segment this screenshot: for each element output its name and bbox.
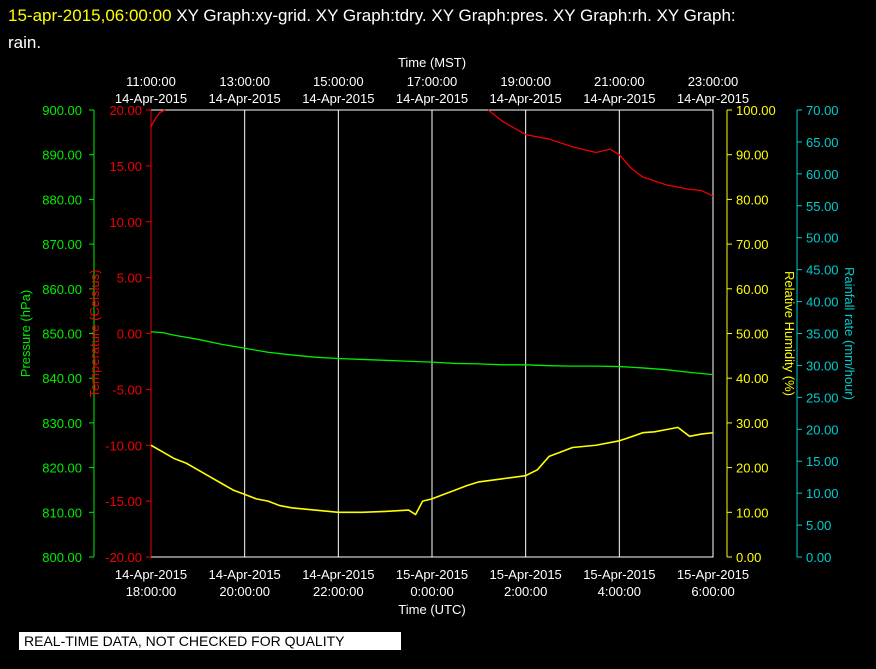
temperature-series-line	[150, 109, 714, 197]
temperature-tick-label: 15.00	[109, 159, 142, 174]
rainfall-tick-label: 5.00	[806, 518, 831, 533]
temperature-tick-label: 5.00	[117, 271, 142, 286]
x-bottom-tick-date: 14-Apr-2015	[115, 567, 187, 582]
x-top-tick-time: 21:00:00	[594, 74, 645, 89]
temperature-tick-label: -10.00	[105, 438, 142, 453]
temperature-tick-label: -20.00	[105, 550, 142, 565]
x-top-tick-time: 17:00:00	[407, 74, 458, 89]
humidity-series-line	[150, 426, 714, 516]
rainfall-tick-label: 25.00	[806, 390, 839, 405]
x-top-tick-time: 11:00:00	[126, 74, 176, 89]
rainfall-tick-label: 10.00	[806, 486, 839, 501]
x-bottom-tick-time: 22:00:00	[313, 584, 364, 599]
humidity-tick-label: 0.00	[736, 550, 761, 565]
x-top-tick-date: 14-Apr-2015	[583, 91, 655, 106]
pressure-tick-label: 900.00	[42, 103, 82, 118]
x-bottom-tick-time: 6:00:00	[691, 584, 734, 599]
x-top-tick-date: 14-Apr-2015	[396, 91, 468, 106]
pressure-tick-label: 860.00	[42, 282, 82, 297]
rainfall-axis-label: Rainfall rate (mm/hour)	[842, 267, 857, 400]
rainfall-tick-label: 40.00	[806, 295, 839, 310]
x-top-tick-date: 14-Apr-2015	[302, 91, 374, 106]
graph-titles-line2: rain.	[8, 33, 42, 52]
quality-warning: REAL-TIME DATA, NOT CHECKED FOR QUALITY	[19, 632, 401, 650]
pressure-tick-label: 810.00	[42, 505, 82, 520]
x-top-tick-time: 23:00:00	[688, 74, 739, 89]
x-top-tick-time: 13:00:00	[219, 74, 270, 89]
rainfall-tick-label: 60.00	[806, 167, 839, 182]
x-bottom-tick-time: 0:00:00	[410, 584, 453, 599]
x-top-tick-date: 14-Apr-2015	[677, 91, 749, 106]
rainfall-tick-label: 20.00	[806, 422, 839, 437]
humidity-tick-label: 20.00	[736, 461, 769, 476]
pressure-axis-label: Pressure (hPa)	[18, 290, 33, 377]
x-bottom-tick-date: 15-Apr-2015	[583, 567, 655, 582]
rainfall-tick-label: 35.00	[806, 327, 839, 342]
pressure-tick-label: 840.00	[42, 371, 82, 386]
pressure-tick-label: 850.00	[42, 327, 82, 342]
x-top-axis-label: Time (MST)	[398, 55, 466, 70]
temperature-tick-label: 20.00	[109, 103, 142, 118]
rainfall-tick-label: 55.00	[806, 199, 839, 214]
pressure-tick-label: 820.00	[42, 461, 82, 476]
x-top-tick-date: 14-Apr-2015	[115, 91, 187, 106]
x-top-tick-date: 14-Apr-2015	[209, 91, 281, 106]
humidity-tick-label: 40.00	[736, 371, 769, 386]
x-bottom-tick-date: 14-Apr-2015	[209, 567, 281, 582]
rainfall-tick-label: 30.00	[806, 358, 839, 373]
x-top-tick-time: 15:00:00	[313, 74, 364, 89]
x-top-tick-time: 19:00:00	[500, 74, 551, 89]
x-bottom-tick-date: 15-Apr-2015	[396, 567, 468, 582]
humidity-tick-label: 30.00	[736, 416, 769, 431]
x-bottom-tick-date: 15-Apr-2015	[490, 567, 562, 582]
humidity-tick-label: 80.00	[736, 192, 769, 207]
humidity-tick-label: 10.00	[736, 505, 769, 520]
pressure-series-line	[150, 331, 714, 376]
x-bottom-tick-time: 18:00:00	[126, 584, 177, 599]
temperature-tick-label: 10.00	[109, 215, 142, 230]
humidity-tick-label: 70.00	[736, 237, 769, 252]
rainfall-tick-label: 15.00	[806, 454, 839, 469]
temperature-axis-label: Temperature (Celsius)	[87, 270, 102, 398]
graph-header: 15-apr-2015,06:00:00 XY Graph:xy-grid. X…	[8, 2, 868, 56]
timestamp: 15-apr-2015,06:00:00	[8, 6, 172, 25]
rainfall-tick-label: 70.00	[806, 103, 839, 118]
x-bottom-tick-time: 20:00:00	[219, 584, 270, 599]
x-bottom-tick-time: 4:00:00	[598, 584, 641, 599]
pressure-tick-label: 830.00	[42, 416, 82, 431]
temperature-tick-label: -15.00	[105, 494, 142, 509]
humidity-tick-label: 100.00	[736, 103, 776, 118]
temperature-tick-label: -5.00	[112, 382, 142, 397]
graph-titles: XY Graph:xy-grid. XY Graph:tdry. XY Grap…	[176, 6, 736, 25]
temperature-tick-label: 0.00	[117, 327, 142, 342]
rainfall-tick-label: 65.00	[806, 135, 839, 150]
humidity-tick-label: 90.00	[736, 148, 769, 163]
x-bottom-tick-date: 15-Apr-2015	[677, 567, 749, 582]
rainfall-tick-label: 45.00	[806, 263, 839, 278]
x-bottom-axis-label: Time (UTC)	[398, 602, 465, 617]
pressure-tick-label: 800.00	[42, 550, 82, 565]
humidity-tick-label: 50.00	[736, 327, 769, 342]
pressure-tick-label: 870.00	[42, 237, 82, 252]
x-top-tick-date: 14-Apr-2015	[490, 91, 562, 106]
rainfall-tick-label: 0.00	[806, 550, 831, 565]
humidity-tick-label: 60.00	[736, 282, 769, 297]
pressure-tick-label: 890.00	[42, 148, 82, 163]
rainfall-tick-label: 50.00	[806, 231, 839, 246]
x-bottom-tick-time: 2:00:00	[504, 584, 547, 599]
humidity-axis-label: Relative Humidity (%)	[782, 271, 797, 396]
pressure-tick-label: 880.00	[42, 192, 82, 207]
x-bottom-tick-date: 14-Apr-2015	[302, 567, 374, 582]
